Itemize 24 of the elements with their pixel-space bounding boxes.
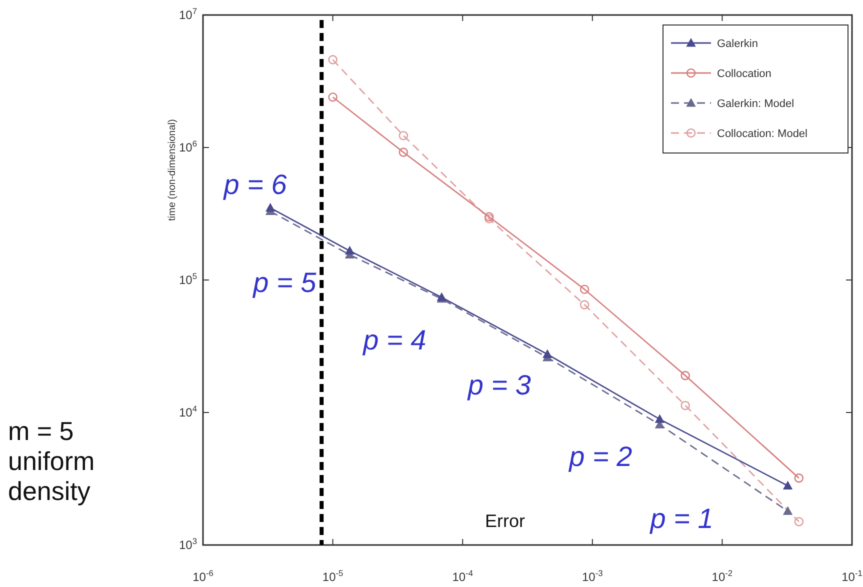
y-tick-label: 10$^{6}$ xyxy=(178,138,198,154)
y-axis-title: time (non-dimensional) xyxy=(167,119,178,221)
annotation: p = 2 xyxy=(568,441,633,472)
y-tick-label: 10$^{7}$ xyxy=(178,6,198,22)
legend-label: Collocation xyxy=(717,68,772,80)
x-tick-label: 10$^{-4}$ xyxy=(452,568,474,584)
annotation: p = 1 xyxy=(649,502,714,534)
annotation: p = 4 xyxy=(362,324,426,356)
text: m = 5 uniform density xyxy=(8,416,95,506)
legend-label: Galerkin: Model xyxy=(717,98,794,110)
annotation: p = 6 xyxy=(222,168,288,200)
annotation: p = 3 xyxy=(466,369,532,400)
legend-label: Collocation: Model xyxy=(717,128,808,140)
x-axis-title: Error xyxy=(485,511,526,531)
x-tick-label: 10$^{-1}$ xyxy=(842,568,863,584)
x-tick-label: 10$^{-2}$ xyxy=(712,568,733,584)
x-tick-label: 10$^{-5}$ xyxy=(322,568,344,584)
annotation: p = 5 xyxy=(252,266,317,298)
y-tick-label: 10$^{4}$ xyxy=(178,404,198,420)
y-tick-label: 10$^{5}$ xyxy=(178,271,198,287)
x-tick-label: 10$^{-3}$ xyxy=(582,568,604,584)
y-tick-label: 10$^{3}$ xyxy=(178,536,198,552)
x-tick-label: 10$^{-6}$ xyxy=(192,568,214,584)
legend-label: Galerkin xyxy=(717,38,758,50)
